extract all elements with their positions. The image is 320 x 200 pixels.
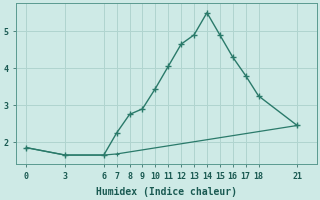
X-axis label: Humidex (Indice chaleur): Humidex (Indice chaleur): [96, 186, 237, 197]
